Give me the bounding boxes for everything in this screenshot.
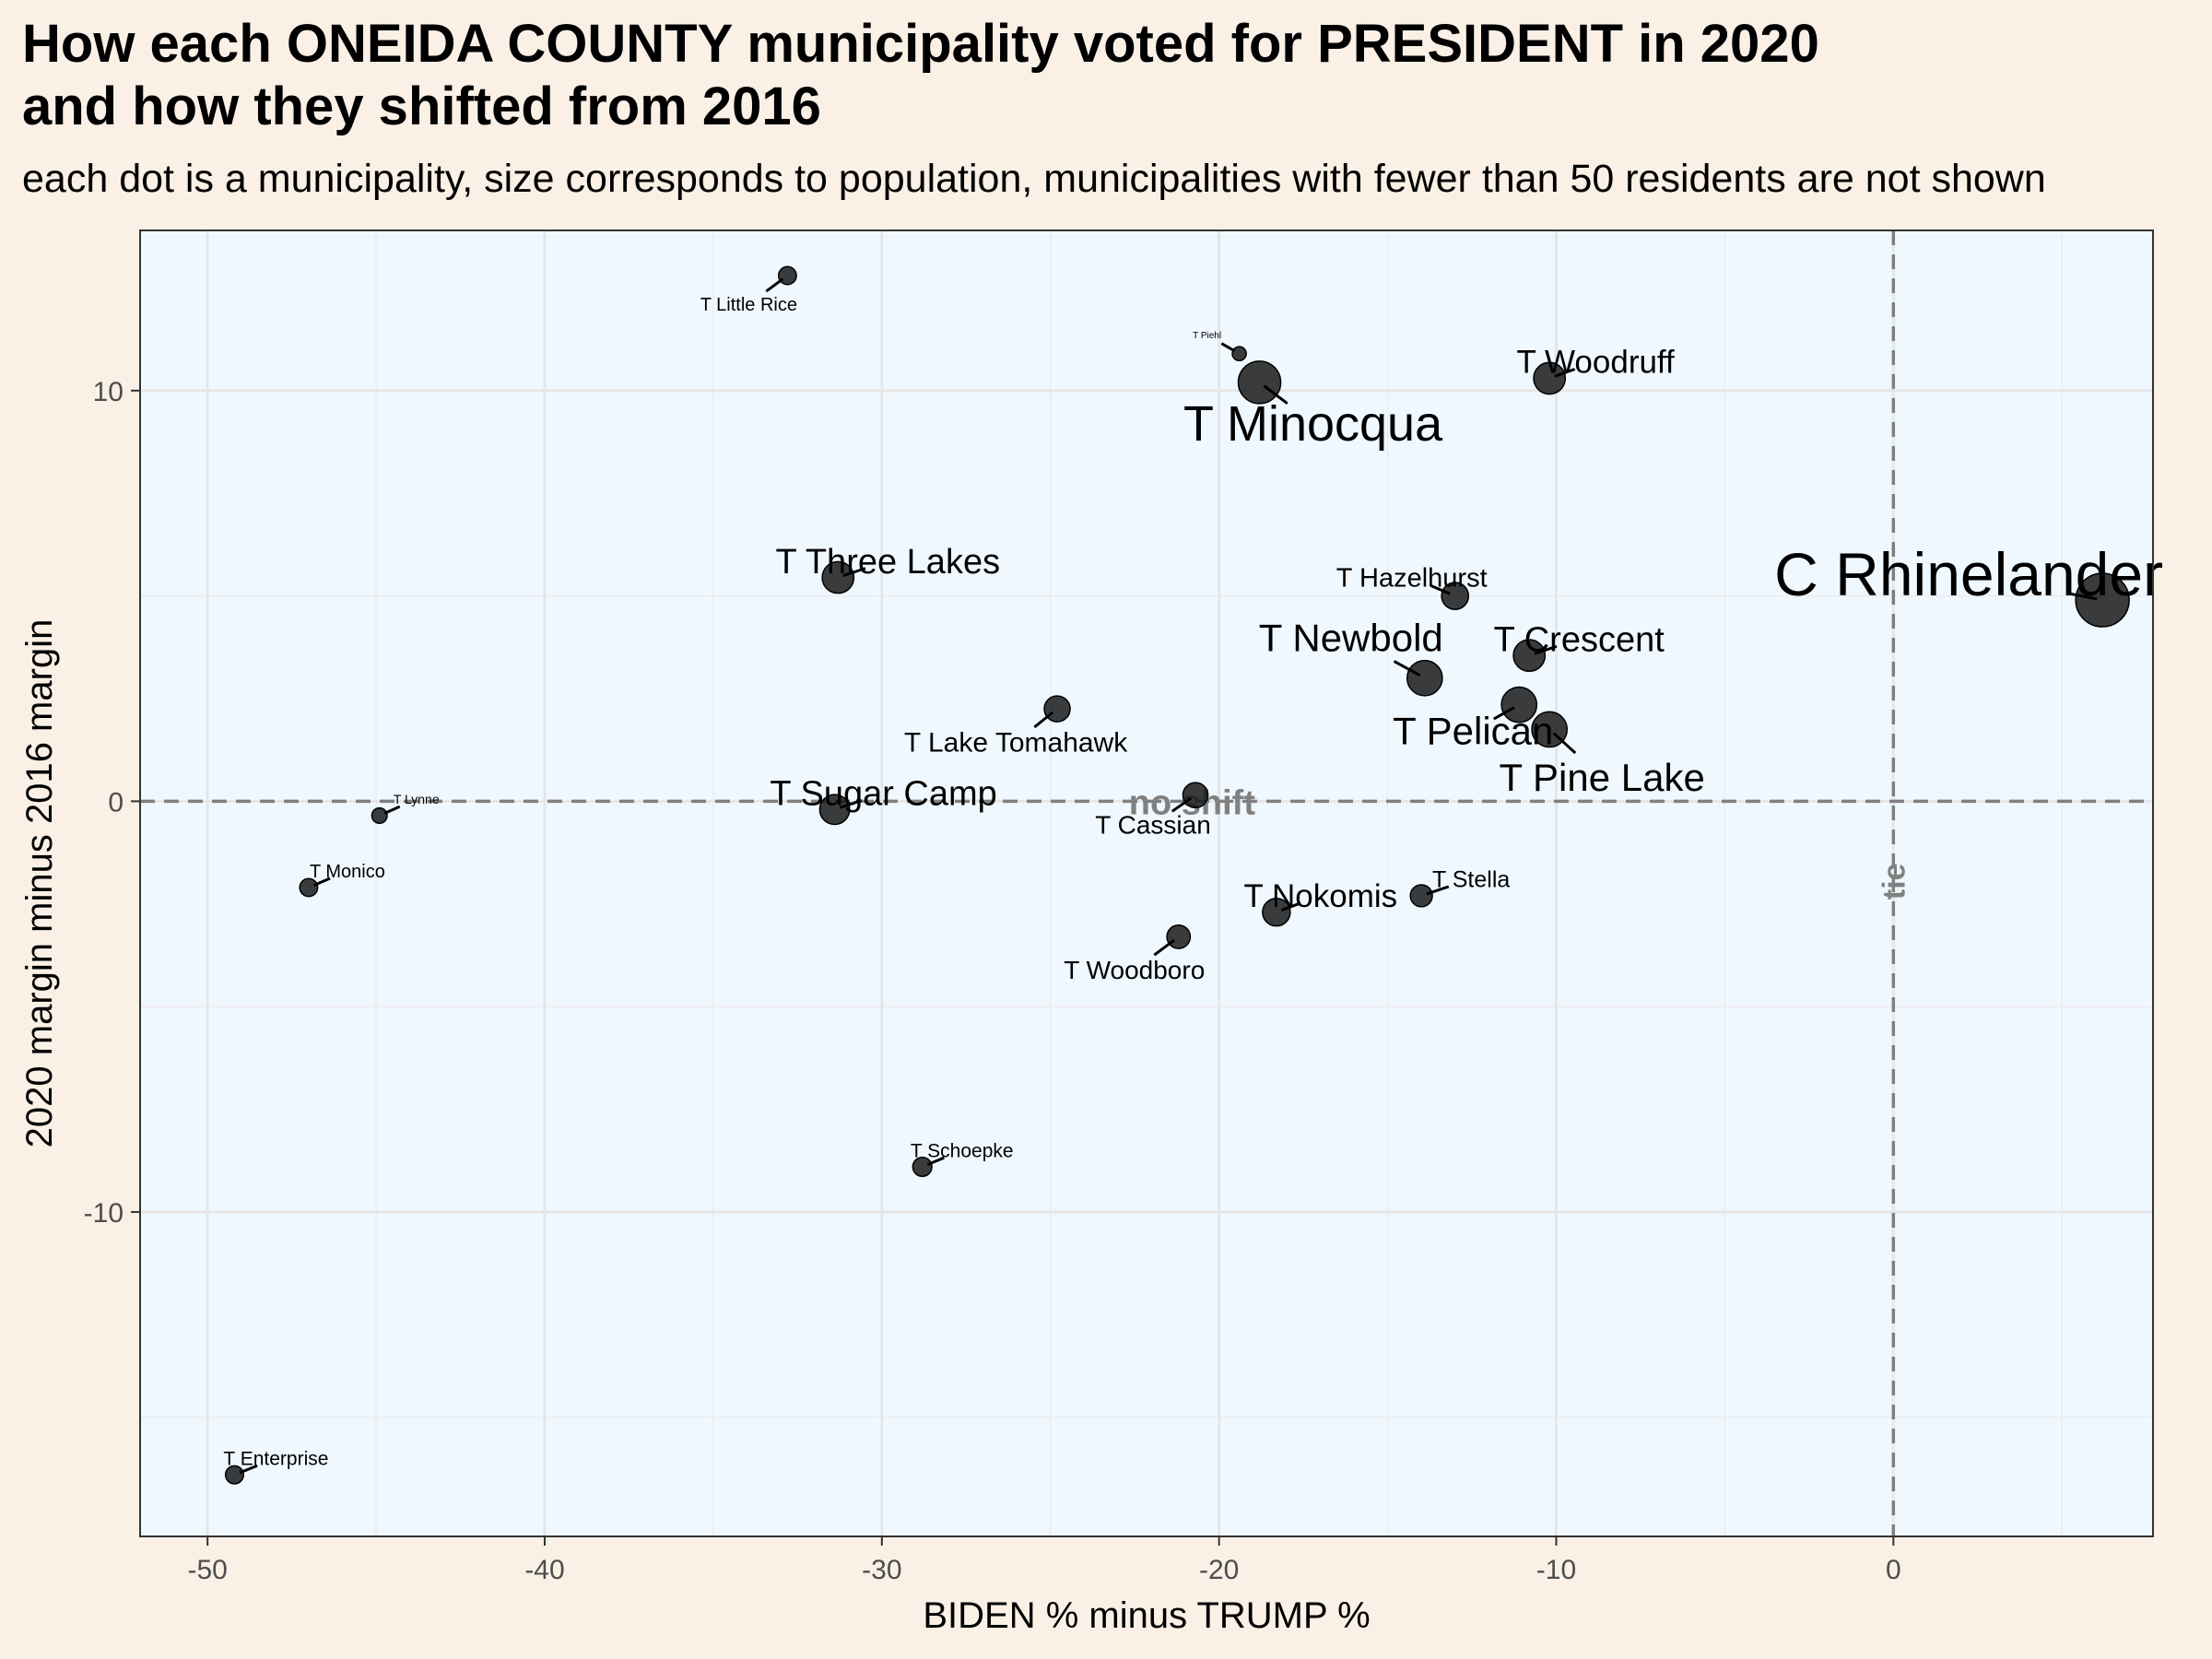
label-t-woodruff: T Woodruff [1517, 345, 1675, 381]
plot-panel [140, 230, 2153, 1536]
x-tick-label: -10 [1536, 1555, 1576, 1585]
y-tick-label: -10 [84, 1198, 124, 1229]
point-t-pelican [1500, 686, 1538, 724]
point-t-sugar-camp [818, 794, 851, 826]
leader-t-sugar-camp [839, 798, 863, 809]
leader-t-schoepke [926, 1156, 945, 1167]
y-axis-ticks: -10 0 10 [84, 377, 140, 1229]
leader-t-piehl [1220, 342, 1236, 353]
point-t-piehl [1231, 346, 1247, 362]
point-c-rhinelander [2075, 572, 2130, 628]
label-t-minocqua: T Minocqua [1183, 396, 1443, 452]
point-t-monico [299, 877, 319, 898]
label-t-piehl: T Piehl [1193, 331, 1221, 341]
y-axis-title: 2020 margin minus 2016 margin [19, 619, 60, 1148]
label-t-cassian: T Cassian [1095, 810, 1211, 839]
label-t-stella: T Stella [1432, 867, 1510, 893]
label-t-lynne: T Lynne [394, 792, 440, 806]
x-tick-label: -20 [1199, 1555, 1239, 1585]
leader-t-enterprise [239, 1464, 258, 1475]
point-t-nokomis [1262, 897, 1291, 927]
label-t-hazelhurst: T Hazelhurst [1336, 564, 1488, 594]
leader-t-three-lakes [842, 567, 866, 578]
point-t-newbold [1406, 659, 1443, 697]
label-t-schoepke: T Schoepke [911, 1140, 1014, 1161]
label-t-little-rice: T Little Rice [700, 295, 797, 315]
x-tick-label: 0 [1886, 1555, 1901, 1585]
label-t-woodboro: T Woodboro [1064, 956, 1205, 984]
leader-t-lake-tomahawk [1033, 711, 1054, 729]
leader-t-minocqua [1263, 384, 1288, 406]
chart-title-line1: How each ONEIDA COUNTY municipality vote… [22, 14, 1819, 74]
plot-border [139, 229, 2154, 1537]
leader-t-newbold [1393, 660, 1421, 677]
point-t-three-lakes [821, 560, 855, 594]
point-t-woodboro [1166, 924, 1192, 949]
label-t-monico: T Monico [310, 862, 385, 882]
label-t-newbold: T Newbold [1259, 616, 1443, 659]
label-t-sugar-camp: T Sugar Camp [770, 775, 996, 814]
leader-t-lynne [383, 805, 401, 815]
x-tick-label: -40 [524, 1555, 564, 1585]
chart-title-line2: and how they shifted from 2016 [22, 76, 821, 136]
point-t-crescent [1512, 639, 1547, 673]
leader-t-stella [1426, 885, 1450, 896]
x-tick-label: -50 [187, 1555, 227, 1585]
minor-gridlines [140, 230, 2153, 1536]
label-t-enterprise: T Enterprise [223, 1449, 328, 1470]
x-tick-label: -30 [862, 1555, 901, 1585]
leader-t-pelican [1493, 706, 1515, 721]
x-axis-title: BIDEN % minus TRUMP % [923, 1595, 1370, 1636]
tie-label: tie [1877, 863, 1912, 900]
leader-t-little-rice [765, 277, 784, 293]
point-t-enterprise [224, 1465, 244, 1485]
point-labels: C Rhinelander T Minocqua T Newbold T Pelica… [223, 277, 2163, 1475]
point-t-hazelhurst [1441, 582, 1470, 610]
leader-t-crescent [1534, 644, 1558, 655]
leader-t-woodruff [1554, 368, 1576, 378]
point-t-stella [1409, 884, 1433, 908]
y-tick-label: 10 [93, 377, 124, 407]
y-tick-label: 0 [108, 787, 124, 818]
chart-title: How each ONEIDA COUNTY municipality vote… [22, 13, 2197, 138]
point-t-lynne [371, 806, 388, 825]
x-axis-ticks: -50 -40 -30 -20 -10 0 [187, 1536, 1901, 1585]
label-t-three-lakes: T Three Lakes [775, 543, 1000, 582]
leader-t-woodboro [1153, 938, 1175, 957]
leader-c-rhinelander [2067, 592, 2098, 601]
point-t-schoepke [912, 1156, 933, 1178]
point-t-woodruff [1533, 361, 1567, 395]
leader-t-monico [312, 877, 331, 887]
point-t-cassian [1182, 782, 1209, 809]
leader-t-nokomis [1280, 901, 1301, 912]
label-t-lake-tomahawk: T Lake Tomahawk [904, 728, 1128, 759]
point-t-minocqua [1237, 360, 1282, 405]
leader-t-cassian [1171, 796, 1192, 813]
leader-t-hazelhurst [1430, 584, 1451, 595]
label-t-pine-lake: T Pine Lake [1499, 756, 1704, 799]
data-points [224, 265, 2130, 1485]
chart-subtitle: each dot is a municipality, size corresp… [22, 157, 2046, 201]
label-t-nokomis: T Nokomis [1244, 878, 1398, 914]
point-t-lake-tomahawk [1043, 695, 1071, 723]
leader-t-pine-lake [1552, 732, 1577, 755]
label-t-pelican: T Pelican [1393, 709, 1553, 752]
label-t-crescent: T Crescent [1494, 620, 1665, 659]
label-c-rhinelander: C Rhinelander [1774, 540, 2163, 608]
